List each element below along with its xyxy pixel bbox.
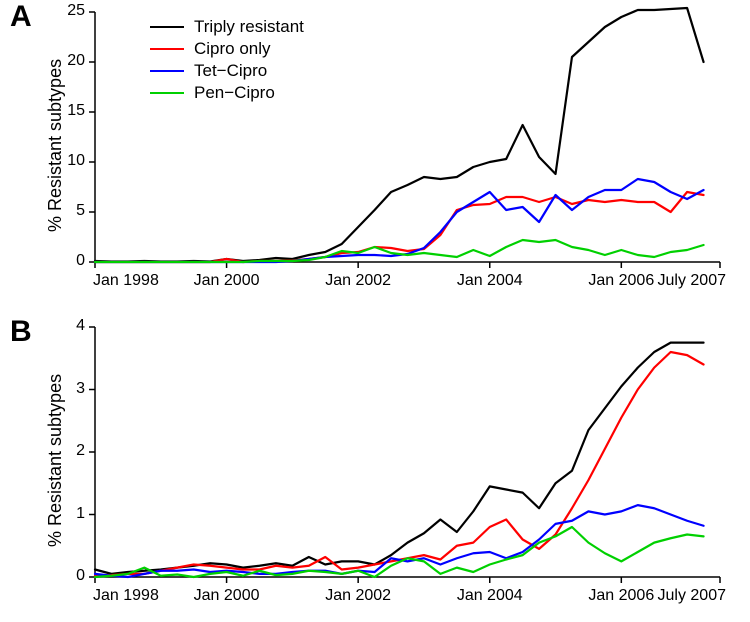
panel-B-svg (0, 0, 750, 622)
y-axis-label: % Resistant subtypes (45, 374, 66, 547)
